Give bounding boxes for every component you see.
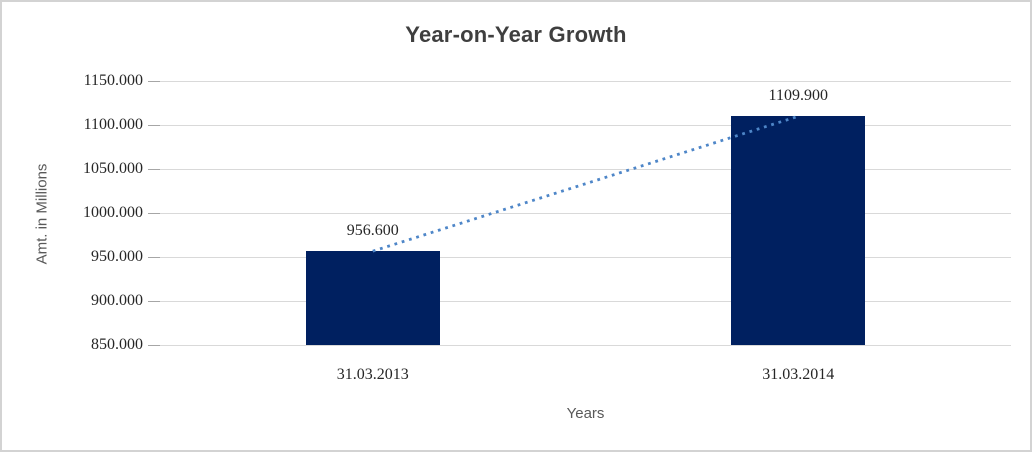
y-axis-tick: [148, 301, 160, 302]
x-axis-category-label: 31.03.2014: [762, 366, 835, 383]
x-axis-category-label: 31.03.2013: [336, 366, 409, 383]
y-axis-tick-label: 950.000: [91, 248, 143, 265]
gridline: [160, 213, 1011, 214]
gridline: [160, 169, 1011, 170]
gridline: [160, 125, 1011, 126]
y-axis-tick-label: 900.000: [91, 292, 143, 309]
y-axis-tick: [148, 345, 160, 346]
gridline: [160, 81, 1011, 82]
bar: [731, 116, 866, 345]
bar-value-label: 1109.900: [768, 87, 828, 105]
gridline: [160, 301, 1011, 302]
gridline: [160, 345, 1011, 346]
chart-title: Year-on-Year Growth: [405, 22, 627, 47]
y-axis-tick: [148, 125, 160, 126]
y-axis-tick: [148, 213, 160, 214]
gridline: [160, 257, 1011, 258]
y-axis-tick-label: 1050.000: [83, 160, 143, 177]
x-axis-title: Years: [566, 405, 605, 422]
bar: [305, 251, 440, 345]
bar-value-label: 956.600: [346, 222, 399, 240]
y-axis-tick: [148, 169, 160, 170]
y-axis-tick: [148, 257, 160, 258]
y-axis-tick-label: 1000.000: [83, 204, 143, 221]
y-axis-tick: [148, 81, 160, 82]
y-axis-tick-label: 1100.000: [83, 116, 143, 133]
y-axis-tick-label: 850.000: [91, 336, 143, 353]
y-axis-tick-label: 1150.000: [83, 72, 143, 89]
